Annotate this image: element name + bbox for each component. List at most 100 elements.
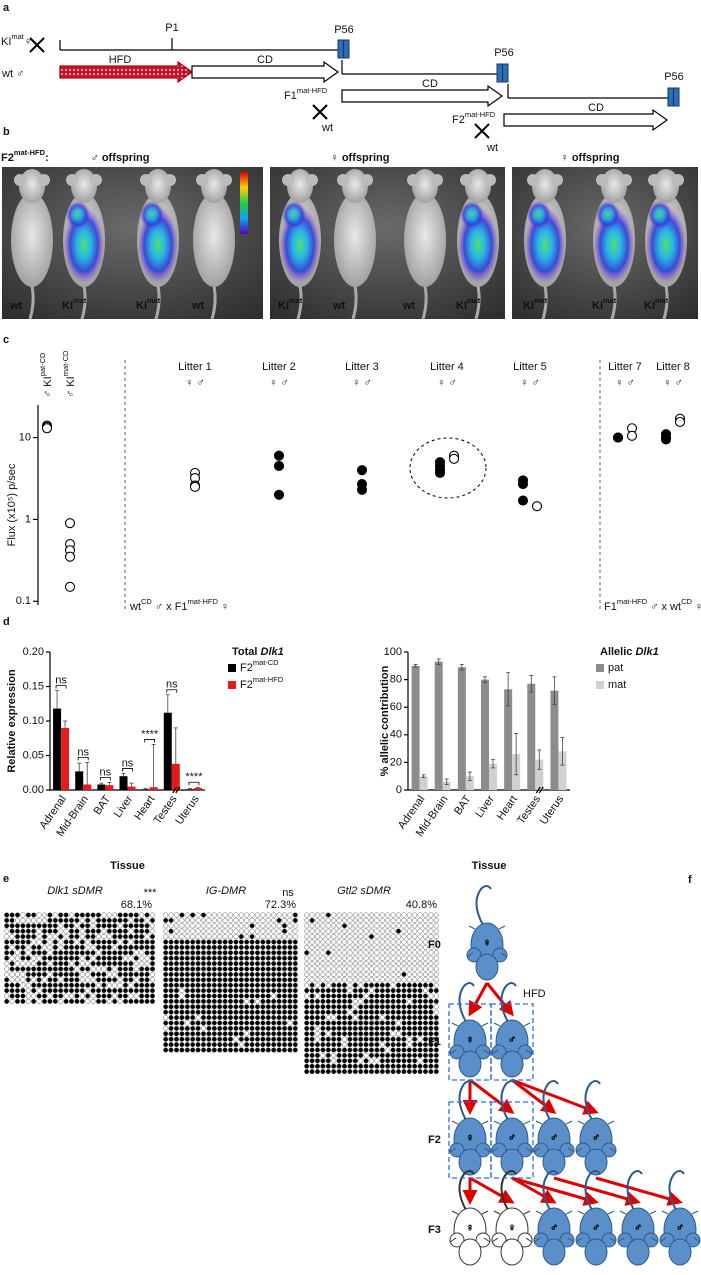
cpg-dot xyxy=(122,912,129,918)
x-axis-label: Tissue xyxy=(110,860,145,872)
cpg-dot xyxy=(163,1004,169,1010)
cpg-dot xyxy=(428,923,434,929)
cpg-dot xyxy=(368,944,375,950)
cpg-dot xyxy=(352,1058,358,1064)
cpg-dot xyxy=(106,993,112,999)
cpg-dot xyxy=(363,977,369,983)
cpg-dot xyxy=(233,934,239,940)
text-segment: Gtl2 sDMR xyxy=(337,885,391,897)
cpg-dot xyxy=(41,934,48,940)
cpg-dot xyxy=(233,912,239,918)
cpg-dot xyxy=(292,923,298,929)
cpg-dot xyxy=(79,912,85,918)
cpg-dot xyxy=(314,1036,321,1042)
cpg-dot xyxy=(163,955,169,961)
cpg-dot xyxy=(422,1036,429,1042)
cpg-dot xyxy=(14,934,21,940)
cpg-dot xyxy=(144,993,150,999)
cpg-dot xyxy=(211,977,217,983)
text-segment: mat xyxy=(608,679,626,691)
mouse-body xyxy=(334,193,376,287)
cpg-dot xyxy=(368,993,375,999)
mouse-head xyxy=(668,1238,692,1266)
cpg-dot xyxy=(133,923,139,929)
cpg-dot xyxy=(63,912,69,918)
mouse-head xyxy=(412,169,438,203)
cpg-dot xyxy=(238,955,244,961)
y-tick-label: 0.1 xyxy=(16,595,31,607)
cpg-dot xyxy=(341,928,348,934)
cpg-dot xyxy=(412,1042,418,1048)
cpg-dot xyxy=(352,1063,358,1069)
cpg-dot xyxy=(79,944,85,950)
cpg-dot xyxy=(184,944,190,950)
cpg-dot xyxy=(227,1015,234,1021)
cpg-dot xyxy=(227,928,234,934)
cpg-dot xyxy=(200,982,207,988)
cpg-dot xyxy=(271,950,277,956)
mouse-head xyxy=(287,169,313,203)
cpg-dot xyxy=(417,998,423,1004)
cpg-dot xyxy=(254,982,261,988)
cpg-dot xyxy=(347,917,353,923)
bar xyxy=(149,787,158,790)
sex-symbol: ♂ xyxy=(508,1034,516,1046)
cpg-dot xyxy=(336,1025,342,1031)
y-tick-label: 1 xyxy=(25,513,31,525)
cpg-dot xyxy=(309,1063,315,1069)
cpg-dot xyxy=(331,993,337,999)
cpg-dot xyxy=(309,988,315,994)
cpg-dot xyxy=(331,1004,337,1010)
cpg-dot xyxy=(331,1052,337,1058)
cpg-dot xyxy=(347,934,353,940)
cpg-dot xyxy=(254,998,261,1004)
superscript: mat-HFD xyxy=(253,675,284,684)
cpg-dot xyxy=(304,961,310,967)
cpg-dot xyxy=(217,998,223,1004)
mouse-tail xyxy=(668,1170,685,1211)
cpg-dot xyxy=(265,998,271,1004)
cpg-dot xyxy=(90,998,96,1004)
mouse-ear xyxy=(164,174,176,186)
cpg-dot xyxy=(41,982,48,988)
cpg-dot xyxy=(281,1042,288,1048)
cpg-dot xyxy=(428,1036,434,1042)
cpg-dot xyxy=(63,934,69,940)
cpg-dot xyxy=(227,977,234,983)
mouse-ear xyxy=(551,174,563,186)
cpg-dot xyxy=(309,977,315,983)
cpg-dot xyxy=(117,998,123,1004)
mouse-tail xyxy=(28,285,35,320)
cpg-dot xyxy=(9,982,15,988)
x-tick-label: Uterus xyxy=(173,793,202,827)
cpg-dot xyxy=(227,955,234,961)
cpg-dot xyxy=(41,966,48,972)
cpg-dot xyxy=(260,939,266,945)
cpg-dot xyxy=(390,1069,396,1075)
cpg-dot xyxy=(385,1036,391,1042)
cpg-dot xyxy=(74,955,80,961)
cpg-dot xyxy=(163,1031,169,1037)
cpg-dot xyxy=(265,977,271,983)
cpg-dot xyxy=(287,1042,293,1048)
cpg-dot xyxy=(287,1031,293,1037)
cpg-dot xyxy=(101,977,107,983)
cpg-dot xyxy=(25,961,31,967)
y-tick-label: 0 xyxy=(396,784,402,796)
cpg-dot xyxy=(95,998,102,1004)
mouse-foot xyxy=(449,1120,459,1153)
cpg-dot xyxy=(128,934,134,940)
cpg-dot xyxy=(244,1042,250,1048)
text-segment: ♂ x wt xyxy=(647,601,681,613)
cpg-dot xyxy=(352,1052,358,1058)
cpg-dot xyxy=(276,993,282,999)
cpg-dot xyxy=(325,923,331,929)
methylation-percent: 72.3% xyxy=(265,899,296,911)
cpg-dot xyxy=(265,950,271,956)
significance-bracket xyxy=(188,781,200,786)
cpg-dot xyxy=(412,1052,418,1058)
cpg-dot xyxy=(417,1069,423,1075)
cpg-dot xyxy=(309,1004,315,1010)
cpg-dot xyxy=(211,1042,217,1048)
cpg-dot xyxy=(190,993,196,999)
